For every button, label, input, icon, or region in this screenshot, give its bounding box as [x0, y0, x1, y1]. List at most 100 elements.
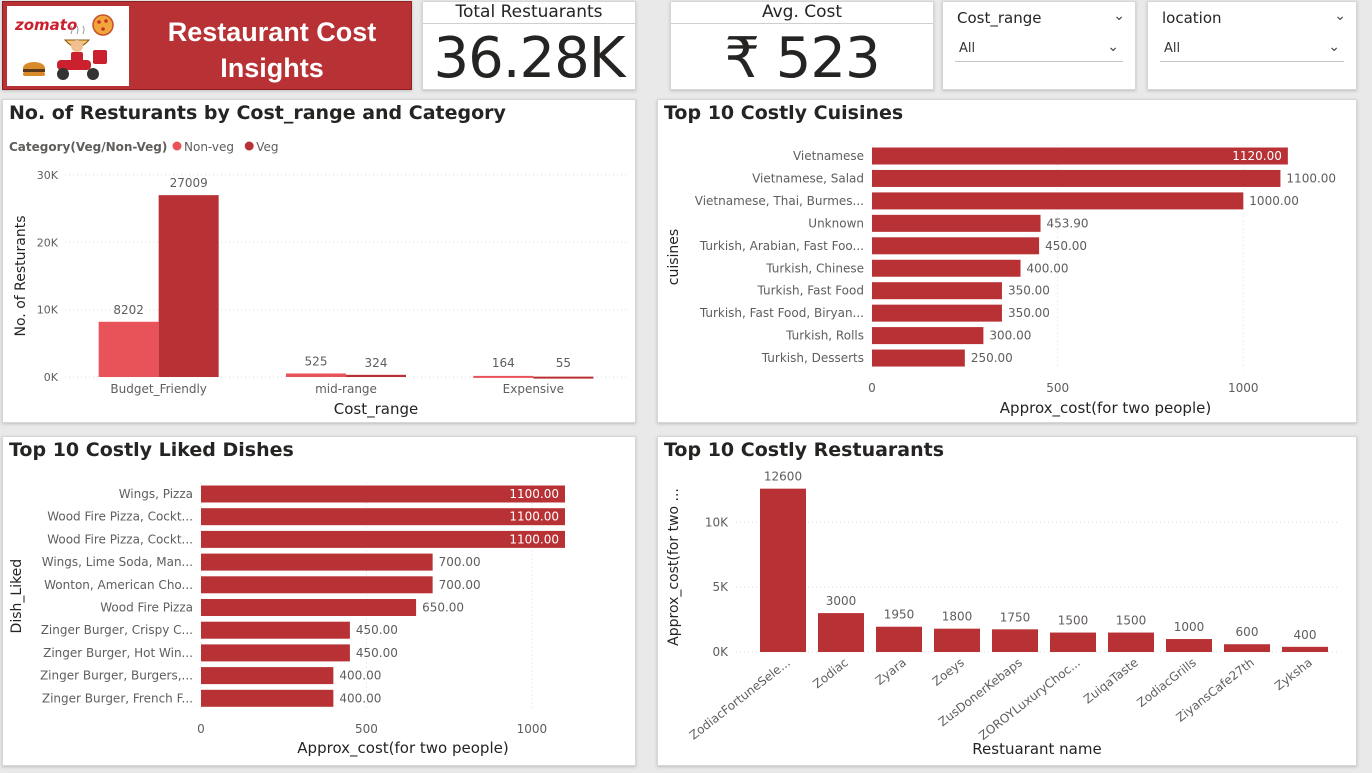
y-tick-label: Wings, Lime Soda, Man...: [42, 555, 193, 569]
x-tick-label: ZOROYLuxuryChoc...: [976, 655, 1083, 743]
y-tick-label: Turkish, Fast Food: [756, 284, 864, 298]
x-axis-title: Restuarant name: [972, 740, 1101, 758]
bar[interactable]: [1224, 644, 1270, 652]
y-tick-label: Turkish, Rolls: [785, 329, 864, 343]
bar[interactable]: [1050, 632, 1096, 652]
bar[interactable]: [201, 553, 433, 571]
restaurants-by-cost-range-chart[interactable]: Category(Veg/Non-Veg) Non-veg Veg 0K 10K 20K 3…: [3, 100, 637, 424]
legend-marker-non-veg: [172, 141, 182, 151]
data-label: 1100.00: [509, 510, 559, 524]
top-costly-dishes-card[interactable]: Top 10 Costly Liked Dishes 0 500 1000 Wings…: [2, 436, 636, 766]
cost-range-selected-value: All: [959, 41, 976, 56]
bar[interactable]: [872, 282, 1002, 300]
bar[interactable]: [872, 147, 1288, 165]
bar[interactable]: [1108, 632, 1154, 652]
x-tick-label: Zodiac: [810, 655, 851, 691]
y-tick-label: 10K: [705, 515, 729, 529]
bar[interactable]: [872, 349, 965, 367]
y-tick-label: 5K: [712, 580, 729, 594]
y-tick-label: Wonton, American Cho...: [44, 578, 193, 592]
data-label: 650.00: [422, 601, 464, 615]
y-tick-label: Wood Fire Pizza: [100, 601, 193, 615]
data-label: 55: [556, 356, 571, 370]
bar-veg[interactable]: [346, 374, 406, 377]
bar[interactable]: [201, 485, 565, 503]
bar[interactable]: [760, 488, 806, 652]
top-costly-cuisines-chart[interactable]: 0 500 1000 Vietnamese 1120.00 Vietnamese, Sal…: [658, 100, 1358, 424]
bar[interactable]: [872, 192, 1244, 210]
x-tick-label: ZodiacFortuneSele...: [687, 655, 793, 742]
bar[interactable]: [872, 259, 1021, 277]
data-label: 700.00: [439, 555, 481, 569]
location-dropdown[interactable]: All ⌄: [1160, 35, 1344, 62]
top-costly-dishes-chart[interactable]: 0 500 1000 Wings, Pizza 1100.00 Wood Fire Piz…: [3, 437, 637, 767]
chart-title: Top 10 Costly Liked Dishes: [9, 439, 294, 461]
y-tick-label: Zinger Burger, Crispy C...: [41, 623, 193, 637]
data-label: 1120.00: [1232, 149, 1282, 163]
y-tick-label: 30K: [37, 169, 59, 182]
bar[interactable]: [872, 169, 1281, 187]
data-label: 450.00: [356, 646, 398, 660]
bar[interactable]: [872, 214, 1041, 232]
avg-cost-label: Avg. Cost: [671, 2, 933, 24]
bar[interactable]: [872, 237, 1040, 255]
x-tick-label: Zoeys: [930, 655, 967, 688]
bar-non-veg[interactable]: [286, 373, 346, 377]
restaurants-by-cost-range-card[interactable]: No. of Resturants by Cost_range and Cate…: [2, 99, 636, 423]
bar[interactable]: [201, 689, 334, 707]
bar[interactable]: [201, 508, 565, 526]
bar[interactable]: [876, 626, 922, 652]
bar[interactable]: [992, 629, 1038, 652]
data-label: 250.00: [971, 351, 1013, 365]
legend-marker-veg: [244, 141, 254, 151]
bar-veg[interactable]: [158, 195, 219, 377]
y-tick-label: Unknown: [808, 216, 864, 230]
x-tick-label: Zyksha: [1272, 655, 1315, 693]
chevron-down-icon[interactable]: ⌄: [1334, 8, 1346, 24]
top-costly-restaurants-card[interactable]: Top 10 Costly Restuarants 0K 5K 10K 12600 Zo…: [657, 436, 1357, 766]
data-label: 400.00: [339, 691, 381, 705]
cost-range-dropdown[interactable]: All ⌄: [955, 35, 1123, 62]
chevron-down-icon[interactable]: ⌄: [1113, 8, 1125, 24]
location-selected-value: All: [1164, 41, 1181, 56]
bar[interactable]: [201, 599, 417, 616]
bar[interactable]: [201, 530, 565, 548]
top-costly-restaurants-chart[interactable]: 0K 5K 10K 12600 ZodiacFortuneSele... 3000 Zodi…: [658, 437, 1358, 767]
bar[interactable]: [1282, 646, 1328, 652]
bar[interactable]: [818, 613, 864, 652]
data-label: 350.00: [1008, 284, 1050, 298]
total-restaurants-label: Total Restuarants: [423, 2, 635, 24]
bar[interactable]: [934, 628, 980, 652]
bar[interactable]: [201, 667, 334, 685]
legend-label-non-veg: Non-veg: [184, 140, 234, 154]
bar-non-veg[interactable]: [98, 321, 159, 377]
bar[interactable]: [872, 304, 1002, 322]
cost-range-slicer-title: Cost_range: [957, 9, 1042, 27]
chevron-down-icon[interactable]: ⌄: [1107, 39, 1119, 55]
chart-title: Top 10 Costly Restuarants: [664, 439, 945, 461]
cost-range-slicer[interactable]: Cost_range ⌄ All ⌄: [942, 1, 1136, 90]
bar[interactable]: [201, 644, 350, 662]
x-tick-label: 500: [355, 722, 378, 736]
x-axis-title: Cost_range: [334, 400, 418, 419]
data-label: 27009: [170, 176, 208, 190]
bar[interactable]: [201, 621, 350, 639]
y-tick-label: Turkish, Arabian, Fast Foo...: [699, 239, 864, 253]
y-tick-label: 0K: [712, 645, 729, 659]
x-tick-label: Zyara: [873, 655, 909, 688]
chevron-down-icon[interactable]: ⌄: [1328, 39, 1340, 55]
bar[interactable]: [872, 327, 984, 345]
bar-non-veg[interactable]: [473, 375, 534, 378]
y-axis-title: No. of Resturants: [13, 216, 29, 337]
top-costly-cuisines-card[interactable]: Top 10 Costly Cuisines 0 500 1000 Vietnames…: [657, 99, 1357, 423]
total-restaurants-value: 36.28K: [433, 26, 625, 91]
data-label: 400: [1294, 628, 1317, 642]
chart-title: Top 10 Costly Cuisines: [664, 102, 904, 124]
location-slicer[interactable]: location ⌄ All ⌄: [1147, 1, 1357, 90]
bar[interactable]: [201, 576, 433, 594]
bar[interactable]: [1166, 639, 1212, 652]
bar-veg[interactable]: [533, 376, 594, 379]
data-label: 1100.00: [509, 487, 559, 501]
report-title: Restaurant Cost Insights: [167, 17, 377, 83]
legend-label-veg: Veg: [256, 140, 278, 154]
